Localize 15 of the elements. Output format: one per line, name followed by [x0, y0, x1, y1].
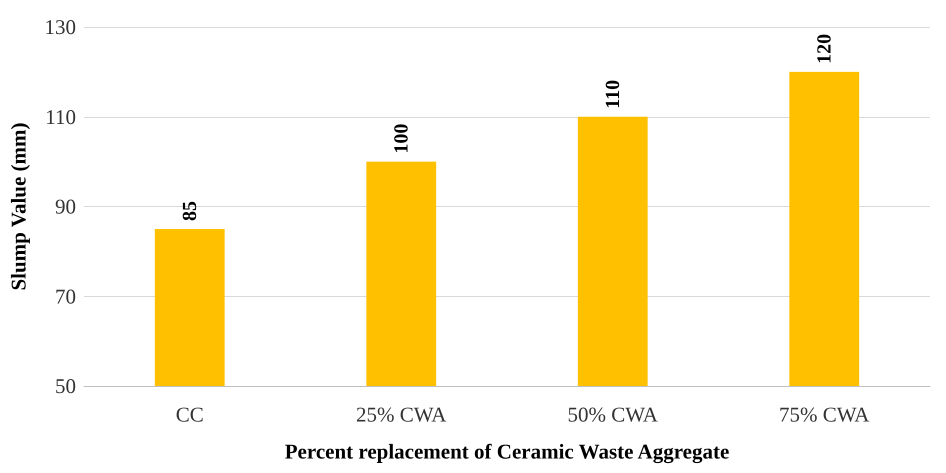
y-tick-label: 110	[45, 104, 76, 129]
x-tick-label: 25% CWA	[356, 402, 448, 426]
y-tick-label: 130	[44, 15, 76, 39]
x-tick-label: 50% CWA	[568, 402, 659, 426]
data-label: 110	[602, 80, 624, 109]
data-label: 120	[813, 34, 836, 64]
y-tick-label: 50	[55, 374, 76, 398]
data-label: 100	[390, 124, 412, 154]
y-axis-title: Slump Value (mm)	[6, 122, 30, 291]
x-axis-title: Percent replacement of Ceramic Waste Aggregate	[284, 440, 730, 464]
y-tick-label: 90	[55, 194, 76, 218]
data-label: 85	[178, 200, 201, 221]
x-tick-label: 75% CWA	[779, 402, 870, 426]
x-tick-label: CC	[176, 402, 204, 426]
y-tick-label: 70	[55, 284, 76, 308]
